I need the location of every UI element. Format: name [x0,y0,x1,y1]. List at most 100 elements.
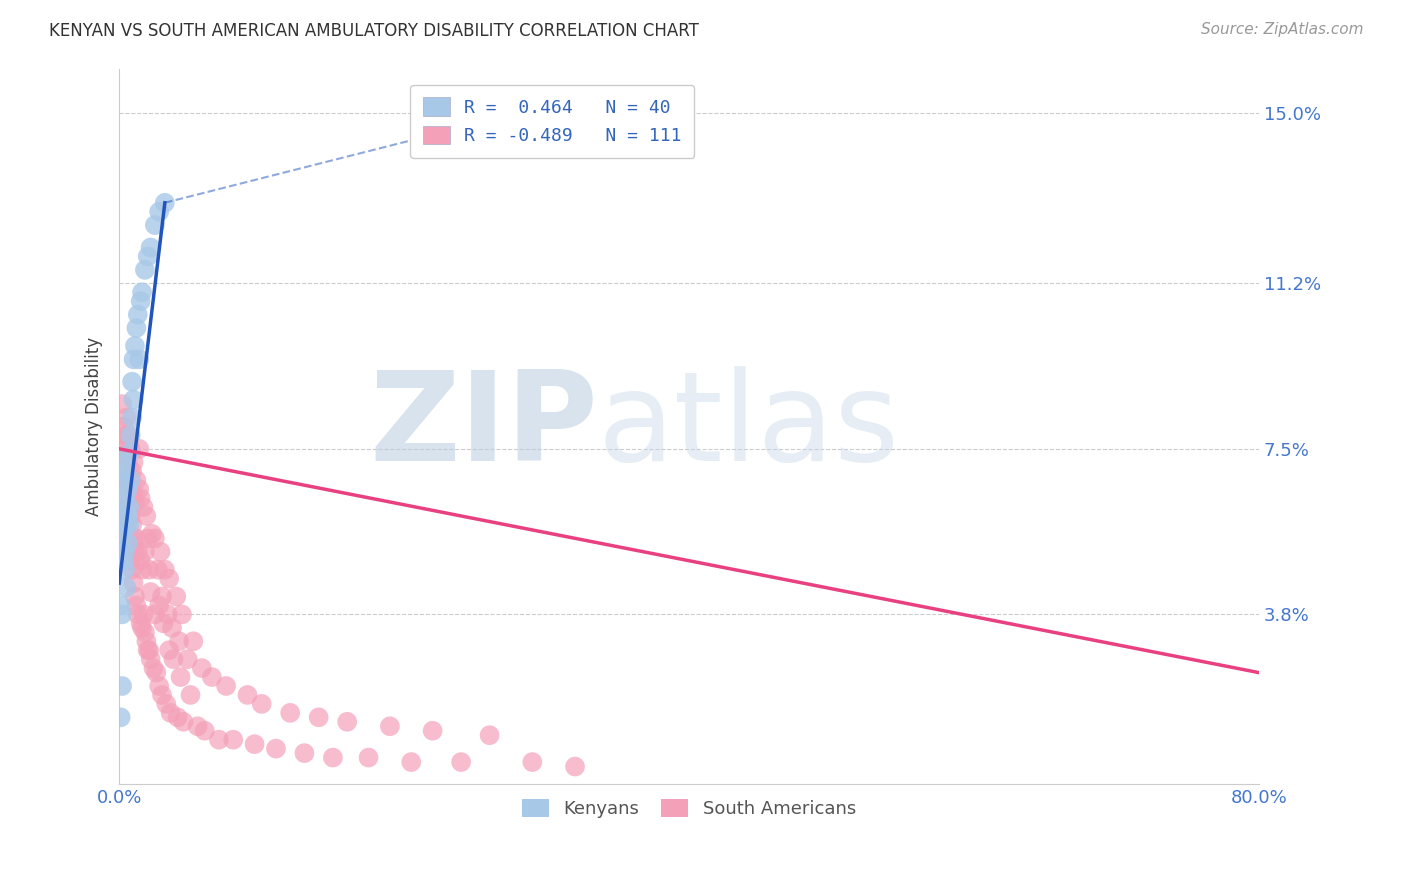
Text: Source: ZipAtlas.com: Source: ZipAtlas.com [1201,22,1364,37]
Point [138,643,160,657]
Point [111,442,134,456]
Point [117,536,139,550]
Point [112,473,135,487]
Point [131,285,153,300]
Point [112,455,135,469]
Point [236,688,259,702]
Point [122,576,145,591]
Text: KENYAN VS SOUTH AMERICAN AMBULATORY DISABILITY CORRELATION CHART: KENYAN VS SOUTH AMERICAN AMBULATORY DISA… [49,22,699,40]
Point [112,554,135,568]
Point [115,517,138,532]
Point [125,473,148,487]
Point [208,732,231,747]
Point [114,464,136,478]
Point [183,634,205,648]
Point [117,508,139,523]
Point [157,572,180,586]
Point [139,585,162,599]
Point [117,500,139,514]
Point [278,706,301,720]
Point [114,491,136,505]
Point [215,679,238,693]
Point [120,442,142,456]
Point [136,532,159,546]
Point [172,714,194,729]
Point [117,482,139,496]
Point [127,607,149,622]
Point [136,249,159,263]
Point [127,545,149,559]
Point [194,723,217,738]
Point [142,661,165,675]
Point [131,563,153,577]
Point [167,634,190,648]
Point [138,563,160,577]
Point [128,352,150,367]
Point [110,473,132,487]
Point [118,517,141,532]
Point [118,500,141,514]
Point [115,517,138,532]
Point [117,455,139,469]
Point [146,563,169,577]
Point [129,294,152,309]
Point [115,473,138,487]
Point [179,688,201,702]
Point [112,500,135,514]
Point [170,607,193,622]
Point [153,195,176,210]
Point [128,442,150,456]
Point [152,616,174,631]
Point [135,508,157,523]
Text: atlas: atlas [598,366,900,487]
Point [153,563,176,577]
Point [157,643,180,657]
Point [120,473,142,487]
Point [478,728,501,742]
Point [110,599,132,613]
Point [294,746,316,760]
Point [117,545,139,559]
Point [121,517,143,532]
Point [110,710,132,724]
Point [120,554,142,568]
Point [112,508,135,523]
Point [187,719,209,733]
Point [122,455,145,469]
Point [165,590,187,604]
Point [112,517,135,532]
Point [139,652,162,666]
Point [378,719,401,733]
Point [522,755,544,769]
Legend: Kenyans, South Americans: Kenyans, South Americans [515,792,863,825]
Point [118,532,141,546]
Point [136,643,159,657]
Point [114,563,136,577]
Point [122,352,145,367]
Point [176,652,198,666]
Point [357,750,380,764]
Point [143,218,166,232]
Point [399,755,422,769]
Point [222,732,245,747]
Point [134,263,156,277]
Point [114,486,136,500]
Point [148,204,170,219]
Point [145,665,167,680]
Point [112,419,135,434]
Point [564,759,586,773]
Point [155,697,177,711]
Point [114,428,136,442]
Point [125,599,148,613]
Point [156,607,179,622]
Point [450,755,472,769]
Point [308,710,330,724]
Point [264,741,287,756]
Point [128,482,150,496]
Point [118,486,141,500]
Point [135,634,157,648]
Point [122,392,145,407]
Point [111,532,134,546]
Point [150,688,173,702]
Point [121,410,143,425]
